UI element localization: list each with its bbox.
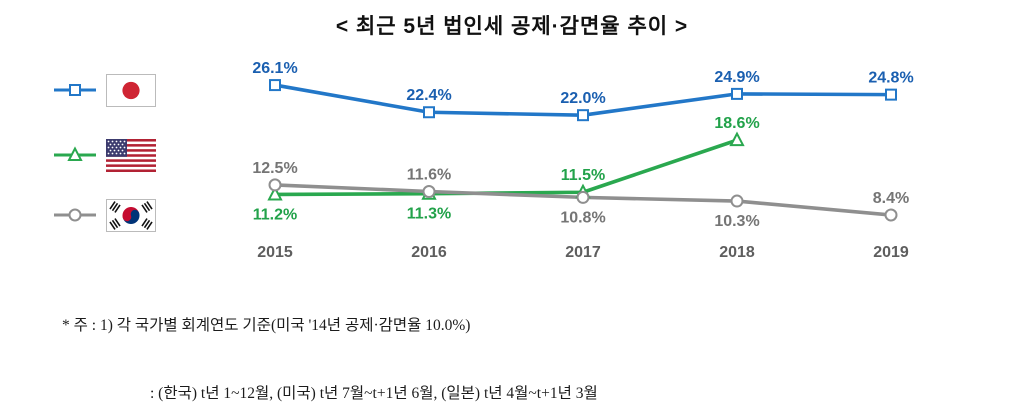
data-label-korea: 11.6% (407, 167, 451, 184)
data-label-usa: 11.2% (253, 206, 297, 223)
x-axis-label: 2017 (565, 244, 601, 261)
note-line: : (한국) t년 1~12월, (미국) t년 7월~t+1년 6월, (일본… (150, 384, 598, 402)
marker-usa (729, 131, 745, 147)
data-label-japan: 22.4% (406, 87, 451, 104)
data-label-korea: 8.4% (873, 190, 909, 207)
data-label-japan: 24.9% (714, 69, 759, 86)
x-axis-label: 2015 (257, 244, 293, 261)
marker-japan (577, 109, 589, 122)
marker-japan (423, 106, 435, 119)
marker-japan (269, 79, 281, 92)
legend-marker-korea (52, 205, 98, 225)
data-label-korea: 10.3% (714, 213, 759, 230)
marker-japan (885, 88, 897, 101)
marker-japan (731, 87, 743, 100)
data-label-japan: 24.8% (868, 70, 913, 87)
x-axis-label: 2016 (411, 244, 447, 261)
data-label-japan: 22.0% (560, 90, 605, 107)
usa-flag-icon (106, 139, 156, 172)
data-label-usa: 18.6% (714, 115, 759, 132)
data-label-usa: 11.5% (561, 167, 605, 184)
legend-shape-usa (67, 146, 83, 161)
data-label-korea: 12.5% (252, 160, 297, 177)
data-label-usa: 11.3% (407, 206, 451, 223)
korea-flag-icon (106, 199, 156, 232)
marker-korea (884, 208, 898, 222)
marker-korea (730, 194, 744, 208)
legend-shape-japan (69, 84, 81, 96)
legend-shape-korea (68, 208, 82, 222)
marker-korea (422, 185, 436, 199)
data-label-korea: 10.8% (560, 209, 605, 226)
chart-title: < 최근 5년 법인세 공제·감면율 추이 > (335, 15, 689, 38)
note-line: * 주 : 1) 각 국가별 회계연도 기준(미국 '14년 공제·감면율 10… (62, 317, 471, 334)
marker-korea (268, 178, 282, 192)
legend-marker-usa (52, 145, 98, 165)
japan-flag-icon (106, 74, 156, 107)
footnotes: * 주 : 1) 각 국가별 회계연도 기준(미국 '14년 공제·감면율 10… (62, 270, 711, 406)
marker-korea (576, 190, 590, 204)
legend-marker-japan (52, 80, 98, 100)
marker-usa (267, 185, 283, 201)
x-axis-label: 2019 (873, 244, 909, 261)
x-axis-label: 2018 (719, 244, 755, 261)
data-label-japan: 26.1% (252, 60, 297, 77)
line-chart: 26.1% 22.4% 22.0% 24.9% 24.8% 11.2% 11.3% 11.5%… (252, 60, 913, 261)
